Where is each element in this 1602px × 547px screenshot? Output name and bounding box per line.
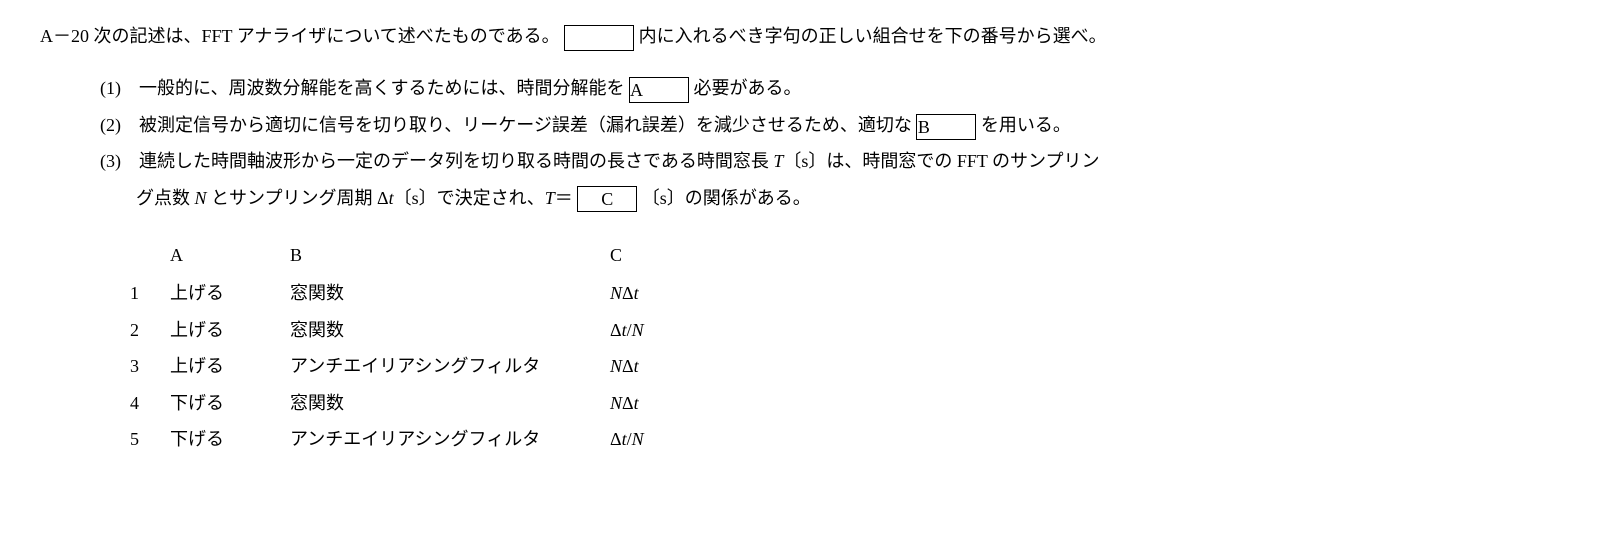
statement-2-num: (2) bbox=[100, 115, 121, 135]
statement-3-line1-unit: 〔s〕は、時間窓での FFT のサンプリン bbox=[783, 151, 1099, 171]
statement-3-line2-after: 〔s〕の関係がある。 bbox=[642, 188, 811, 208]
blank-c: C bbox=[577, 186, 637, 212]
option-2-a: 上げる bbox=[170, 314, 290, 346]
option-row-3: 3 上げる アンチエイリアシングフィルタ NΔt bbox=[130, 350, 1562, 382]
statement-1-after: 必要がある。 bbox=[693, 78, 801, 98]
option-5-a: 下げる bbox=[170, 423, 290, 455]
option-5-num: 5 bbox=[130, 423, 170, 455]
blank-box-empty bbox=[564, 25, 634, 51]
statement-3-num: (3) bbox=[100, 151, 121, 171]
header-b: B bbox=[290, 239, 610, 271]
statement-3: (3) 連続した時間軸波形から一定のデータ列を切り取る時間の長さである時間窓長 … bbox=[100, 145, 1562, 177]
option-3-num: 3 bbox=[130, 350, 170, 382]
header-c: C bbox=[610, 239, 730, 271]
option-4-num: 4 bbox=[130, 387, 170, 419]
options-header-row: A B C bbox=[130, 239, 1562, 271]
option-4-b: 窓関数 bbox=[290, 387, 610, 419]
statement-3-line1-before: 連続した時間軸波形から一定のデータ列を切り取る時間の長さである時間窓長 bbox=[139, 151, 773, 171]
option-row-5: 5 下げる アンチエイリアシングフィルタ Δt/N bbox=[130, 423, 1562, 455]
option-5-b: アンチエイリアシングフィルタ bbox=[290, 423, 610, 455]
var-T: T bbox=[773, 151, 783, 171]
statement-3-line2-unit: 〔s〕で決定され、 bbox=[394, 188, 545, 208]
option-3-c: NΔt bbox=[610, 350, 730, 382]
option-2-c: Δt/N bbox=[610, 314, 730, 346]
option-5-c: Δt/N bbox=[610, 423, 730, 455]
option-2-num: 2 bbox=[130, 314, 170, 346]
statements-block: (1) 一般的に、周波数分解能を高くするためには、時間分解能を A 必要がある。… bbox=[40, 72, 1562, 214]
question-header: A－20 次の記述は、FFT アナライザについて述べたものである。 内に入れるべ… bbox=[40, 20, 1562, 52]
blank-a: A bbox=[629, 77, 689, 103]
option-3-b: アンチエイリアシングフィルタ bbox=[290, 350, 610, 382]
eq-sign: ＝ bbox=[555, 188, 573, 208]
question-number: A－20 bbox=[40, 26, 89, 46]
option-1-a: 上げる bbox=[170, 277, 290, 309]
option-2-b: 窓関数 bbox=[290, 314, 610, 346]
option-row-1: 1 上げる 窓関数 NΔt bbox=[130, 277, 1562, 309]
statement-2: (2) 被測定信号から適切に信号を切り取り、リーケージ誤差（漏れ誤差）を減少させ… bbox=[100, 109, 1562, 141]
var-dt: Δt bbox=[377, 188, 394, 208]
intro-text-after: 内に入れるべき字句の正しい組合せを下の番号から選べ。 bbox=[639, 26, 1107, 46]
option-row-4: 4 下げる 窓関数 NΔt bbox=[130, 387, 1562, 419]
statement-2-before: 被測定信号から適切に信号を切り取り、リーケージ誤差（漏れ誤差）を減少させるため、… bbox=[139, 115, 912, 135]
statement-3-cont: グ点数 N とサンプリング周期 Δt〔s〕で決定され、T＝ C 〔s〕の関係があ… bbox=[100, 182, 1562, 214]
option-row-2: 2 上げる 窓関数 Δt/N bbox=[130, 314, 1562, 346]
blank-b: B bbox=[916, 114, 976, 140]
option-3-a: 上げる bbox=[170, 350, 290, 382]
header-spacer bbox=[130, 239, 170, 271]
option-1-c: NΔt bbox=[610, 277, 730, 309]
statement-1: (1) 一般的に、周波数分解能を高くするためには、時間分解能を A 必要がある。 bbox=[100, 72, 1562, 104]
statement-1-before: 一般的に、周波数分解能を高くするためには、時間分解能を bbox=[139, 78, 624, 98]
statement-1-num: (1) bbox=[100, 78, 121, 98]
statement-2-after: を用いる。 bbox=[981, 115, 1071, 135]
intro-text-before: 次の記述は、FFT アナライザについて述べたものである。 bbox=[94, 26, 560, 46]
option-4-a: 下げる bbox=[170, 387, 290, 419]
option-1-num: 1 bbox=[130, 277, 170, 309]
header-a: A bbox=[170, 239, 290, 271]
statement-3-line2-before: グ点数 bbox=[136, 188, 195, 208]
var-T-eq: T bbox=[545, 188, 555, 208]
options-table: A B C 1 上げる 窓関数 NΔt 2 上げる 窓関数 Δt/N 3 上げる… bbox=[40, 239, 1562, 455]
option-1-b: 窓関数 bbox=[290, 277, 610, 309]
option-4-c: NΔt bbox=[610, 387, 730, 419]
var-N: N bbox=[195, 188, 207, 208]
statement-3-line2-mid: とサンプリング周期 bbox=[207, 188, 377, 208]
